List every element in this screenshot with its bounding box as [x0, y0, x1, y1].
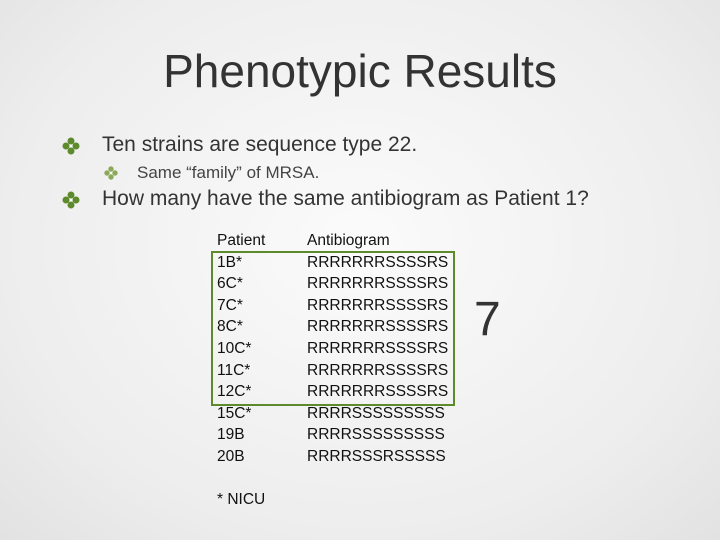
- bullet-icon: [62, 191, 80, 209]
- antibiogram: RRRRRRRSSSSRS: [307, 318, 449, 336]
- antibiogram: RRRRRRRSSSSRS: [307, 253, 449, 271]
- patient-id: 6C*: [217, 275, 243, 293]
- table-header: Antibiogram: [307, 232, 390, 249]
- patient-id: 11C*: [217, 361, 251, 379]
- slide-title: Phenotypic Results: [163, 45, 557, 97]
- patient-id: 20B: [217, 448, 245, 465]
- patient-id: 1B*: [217, 253, 242, 271]
- bullet-text: Ten strains are sequence type 22.: [102, 133, 418, 156]
- patient-id: 12C*: [217, 383, 252, 401]
- patient-id: 7C*: [217, 296, 243, 314]
- patient-id: 19B: [217, 426, 245, 444]
- antibiogram: RRRRSSSRSSSSS: [307, 448, 446, 465]
- antibiogram: RRRRRRRSSSSRS: [307, 361, 449, 379]
- antibiogram: RRRRSSSSSSSSS: [307, 426, 445, 444]
- bullet-icon: [62, 137, 80, 155]
- antibiogram: RRRRSSSSSSSSS: [307, 404, 445, 422]
- patient-id: 15C*: [217, 404, 252, 422]
- bullet-text: How many have the same antibiogram as Pa…: [102, 187, 589, 210]
- table-header: Patient: [217, 232, 266, 249]
- antibiogram: RRRRRRRSSSSRS: [307, 296, 449, 314]
- sub-bullet-text: Same “family” of MRSA.: [137, 163, 320, 182]
- patient-id: 8C*: [217, 318, 243, 336]
- patient-id: 10C*: [217, 340, 252, 357]
- annotation: 7: [474, 293, 501, 346]
- antibiogram: RRRRRRRSSSSRS: [307, 383, 449, 401]
- highlight-box: [211, 251, 455, 406]
- antibiogram: RRRRRRRSSSSRS: [307, 275, 449, 293]
- sub-bullet-icon: [104, 166, 118, 180]
- antibiogram: RRRRRRRSSSSRS: [307, 340, 449, 357]
- footnote: * NICU: [217, 491, 266, 508]
